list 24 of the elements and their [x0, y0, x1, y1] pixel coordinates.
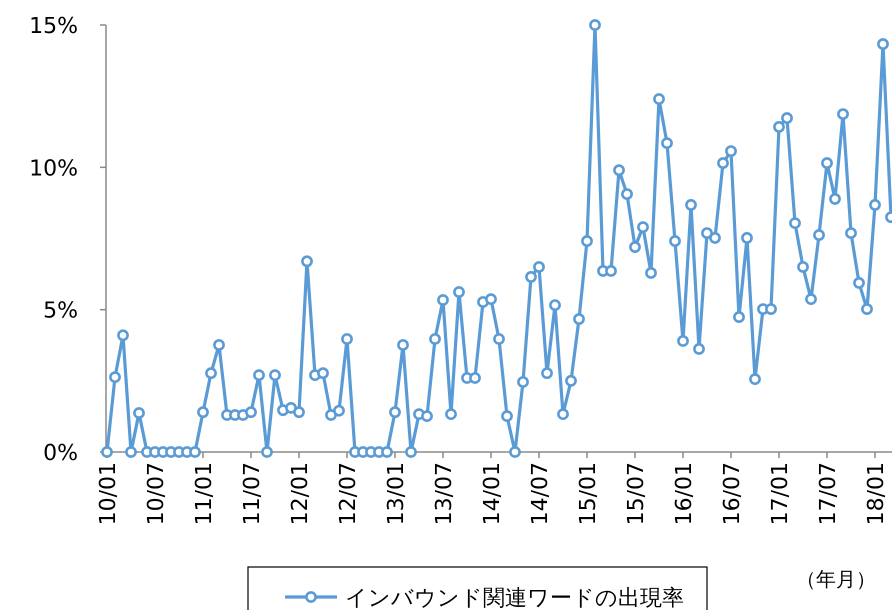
x-tick-label: 10/07: [144, 462, 169, 526]
x-tick-label: 17/01: [768, 462, 793, 526]
x-tick-label: 16/07: [720, 462, 745, 526]
x-tick-label: 13/01: [384, 462, 409, 526]
x-tick-label: 11/07: [240, 462, 265, 526]
x-axis-title: （年月）: [796, 567, 876, 591]
legend: インバウンド関連ワードの出現率: [247, 566, 708, 610]
x-tick-label: 12/01: [288, 462, 313, 526]
ytick: 0%: [43, 441, 78, 466]
x-tick-label: 14/01: [480, 462, 505, 526]
x-tick-label: 18/01: [864, 462, 889, 526]
legend-label: インバウンド関連ワードの出現率: [345, 586, 684, 610]
x-tick-label: 17/07: [816, 462, 841, 526]
ytick: 5%: [43, 298, 78, 324]
x-tick-label: 10/01: [96, 462, 121, 526]
x-tick-label: 11/01: [192, 462, 217, 526]
x-tick-label: 12/07: [336, 462, 361, 526]
x-tick-label: 16/01: [672, 462, 697, 526]
x-tick-label: 15/01: [576, 462, 601, 526]
x-tick-label: 15/07: [624, 462, 649, 526]
ytick: 10%: [29, 156, 78, 182]
ytick: 15%: [29, 14, 78, 39]
x-tick-label: 13/07: [432, 462, 457, 526]
x-tick-label: 14/07: [528, 462, 553, 526]
